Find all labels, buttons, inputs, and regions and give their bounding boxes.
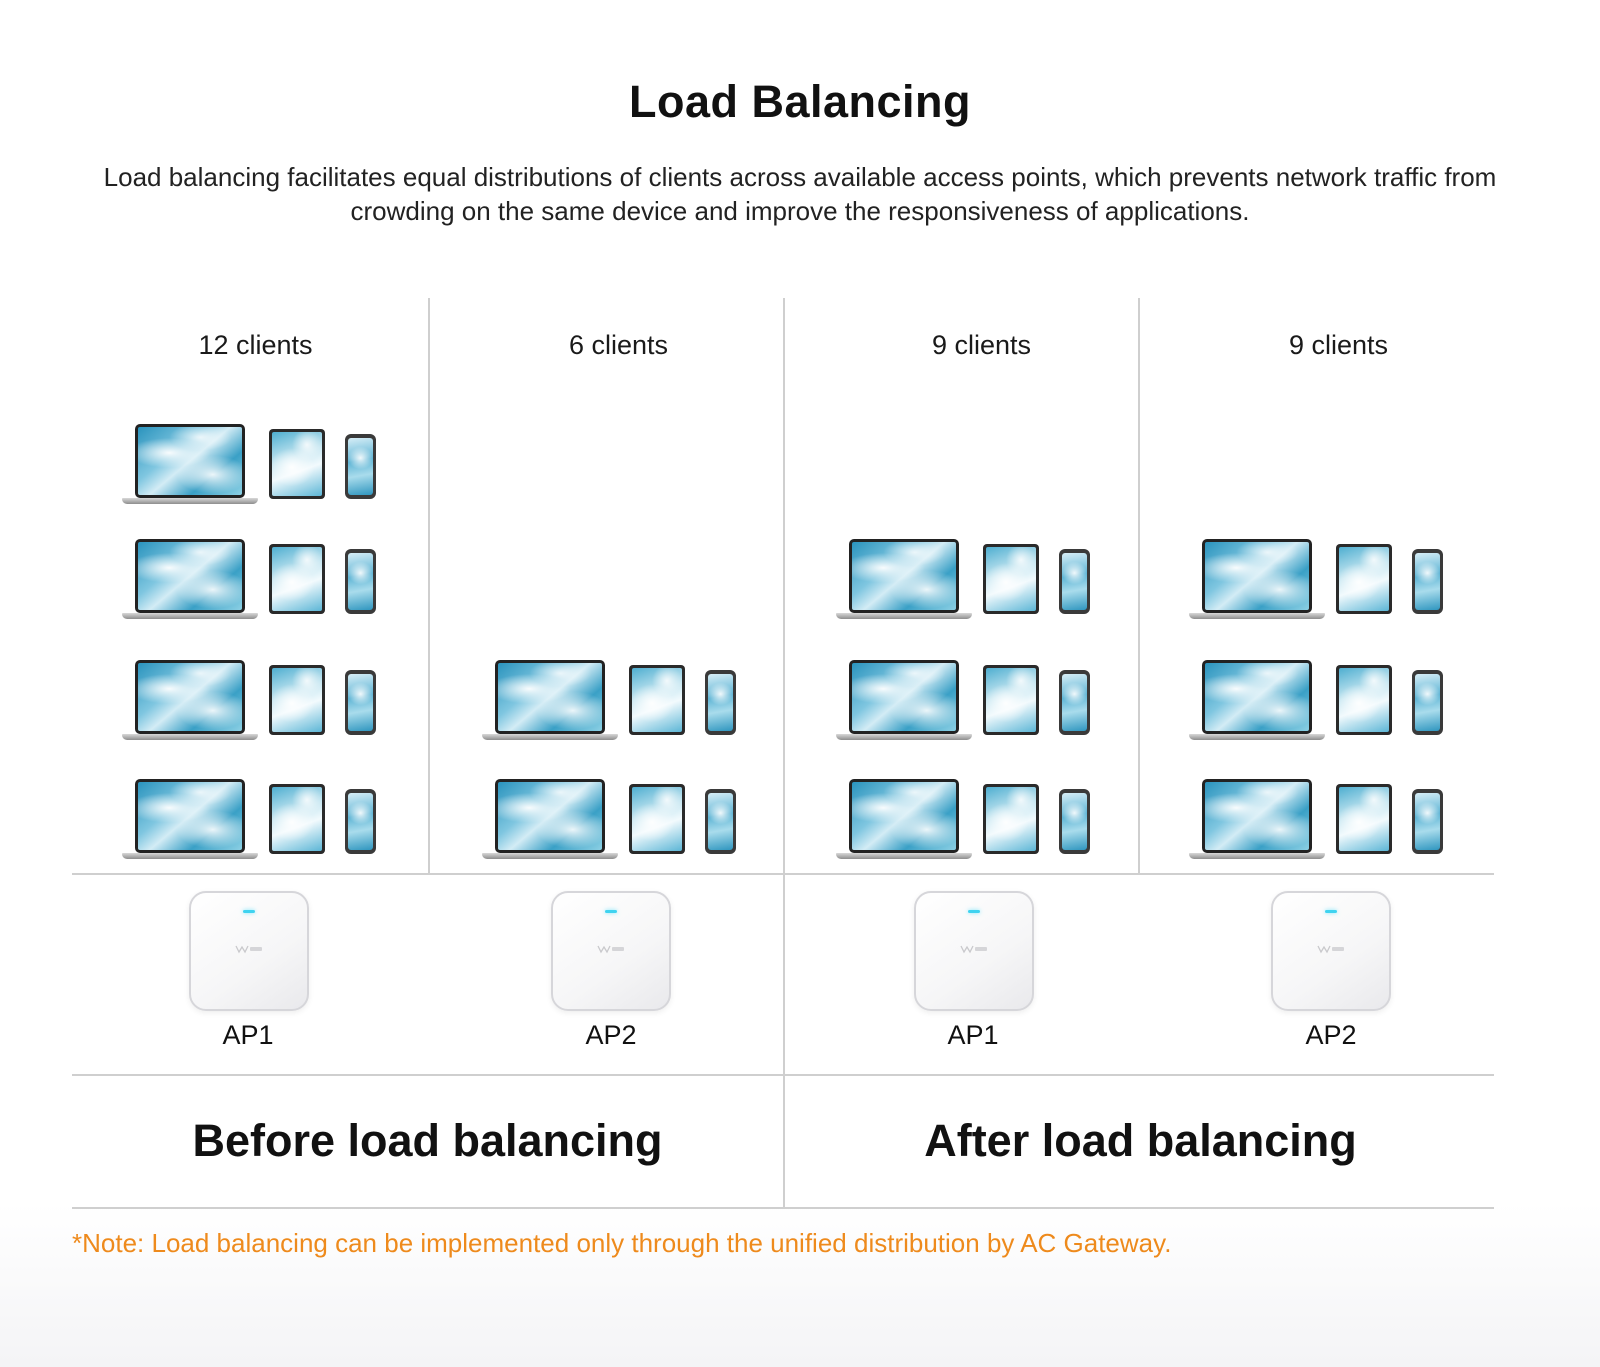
access-point-icon [189,891,309,1011]
client-device-group [1189,656,1469,746]
laptop-icon [482,779,618,863]
ap-label-1: AP1 [222,1020,274,1050]
phone-icon [705,789,736,854]
divider-col-1 [428,298,430,874]
laptop-icon [122,539,258,623]
brand-logo-icon [960,945,987,954]
tablet-icon [269,665,325,735]
after-section-title: After load balancing [924,1115,1357,1166]
divider-devices-ap [72,873,1494,875]
divider-ap-sections [72,1074,1494,1076]
tablet-icon [983,784,1039,854]
laptop-icon [1189,779,1325,863]
ap-led-indicator [968,910,980,913]
access-point-icon [1271,891,1391,1011]
laptop-icon [482,660,618,744]
column-4-clients-label: 9 clients [1288,330,1389,360]
phone-icon [345,549,376,614]
tablet-icon [269,544,325,614]
laptop-icon [836,779,972,863]
brand-logo-icon [1317,945,1344,954]
laptop-icon [836,660,972,744]
page-title: Load Balancing [628,76,972,127]
laptop-icon [1189,660,1325,744]
laptop-icon [836,539,972,623]
tablet-icon [1336,784,1392,854]
column-1-clients-label: 12 clients [198,330,313,360]
client-device-group [836,535,1116,625]
phone-icon [1059,549,1090,614]
access-point-icon [551,891,671,1011]
ap-label-2: AP2 [585,1020,637,1050]
phone-icon [1412,789,1443,854]
tablet-icon [269,784,325,854]
divider-center [783,298,785,1208]
client-device-group [482,775,762,865]
tablet-icon [983,665,1039,735]
phone-icon [345,434,376,499]
divider-col-3 [1138,298,1140,874]
phone-icon [345,789,376,854]
laptop-icon [122,424,258,508]
phone-icon [1059,789,1090,854]
column-2-clients-label: 6 clients [568,330,669,360]
client-device-group [836,775,1116,865]
brand-logo-icon [235,945,262,954]
ap-label-4: AP2 [1305,1020,1357,1050]
ap-led-indicator [605,910,617,913]
phone-icon [1412,670,1443,735]
page-description: Load balancing facilitates equal distrib… [103,162,1497,226]
column-3-clients-label: 9 clients [931,330,1032,360]
client-device-group [122,420,402,510]
tablet-icon [269,429,325,499]
client-device-group [1189,775,1469,865]
tablet-icon [983,544,1039,614]
laptop-icon [122,779,258,863]
ap-led-indicator [243,910,255,913]
ap-label-3: AP1 [947,1020,999,1050]
phone-icon [705,670,736,735]
before-section-title: Before load balancing [192,1115,663,1166]
laptop-icon [1189,539,1325,623]
divider-bottom [72,1207,1494,1209]
phone-icon [1059,670,1090,735]
brand-logo-icon [597,945,624,954]
client-device-group [122,656,402,746]
tablet-icon [629,784,685,854]
client-device-group [836,656,1116,746]
ap-led-indicator [1325,910,1337,913]
footnote: *Note: Load balancing can be implemented… [72,1228,1172,1258]
access-point-icon [914,891,1034,1011]
client-device-group [122,775,402,865]
tablet-icon [629,665,685,735]
client-device-group [482,656,762,746]
laptop-icon [122,660,258,744]
tablet-icon [1336,665,1392,735]
client-device-group [1189,535,1469,625]
phone-icon [345,670,376,735]
tablet-icon [1336,544,1392,614]
client-device-group [122,535,402,625]
phone-icon [1412,549,1443,614]
